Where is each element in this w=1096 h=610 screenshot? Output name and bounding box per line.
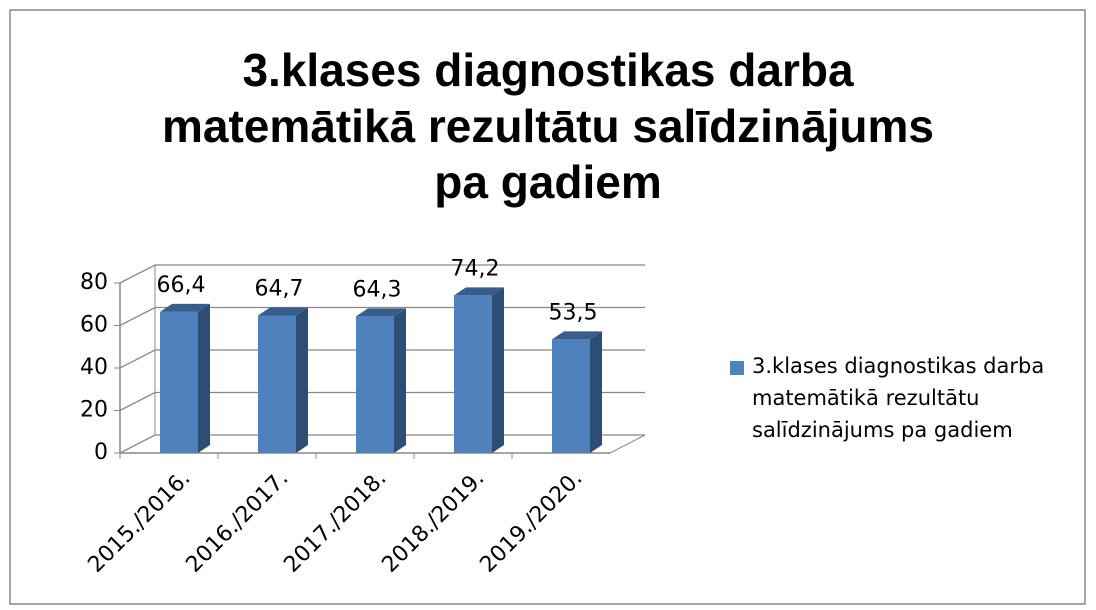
y-tick-label: 60 (80, 313, 108, 338)
y-tick-label: 80 (80, 270, 108, 295)
y-tick-label: 40 (80, 355, 108, 380)
bar-side (198, 303, 210, 453)
bar (356, 308, 406, 453)
grid-line (119, 264, 645, 284)
bar-side (394, 308, 406, 453)
y-tick-label: 0 (94, 440, 108, 465)
legend-key (730, 361, 744, 375)
bar-front (160, 311, 198, 453)
bar-top (454, 287, 504, 296)
bar-top (356, 308, 406, 317)
bar-top (258, 307, 308, 316)
data-label: 66,4 (157, 273, 206, 298)
bar-top (552, 331, 602, 340)
bar-side (590, 331, 602, 453)
data-label: 53,5 (549, 300, 598, 325)
chart-title: 3.klases diagnostikas darba matemātikā r… (161, 44, 935, 208)
bar-side (296, 307, 308, 453)
legend-label: 3.klases diagnostikas darba matemātikā r… (752, 354, 1045, 442)
bar-front (454, 295, 492, 453)
data-label: 64,7 (255, 277, 304, 302)
bar-front (258, 315, 296, 453)
bar-top (160, 303, 210, 312)
bar-side (492, 287, 504, 453)
bar (454, 287, 504, 453)
bar-front (356, 316, 394, 453)
data-label: 74,2 (451, 256, 500, 281)
data-label: 64,3 (353, 277, 402, 302)
bar (160, 303, 210, 453)
bar-front (552, 339, 590, 453)
y-tick-label: 20 (80, 398, 108, 423)
bar (258, 307, 308, 453)
bar (552, 331, 602, 453)
floor-edge (609, 434, 646, 454)
